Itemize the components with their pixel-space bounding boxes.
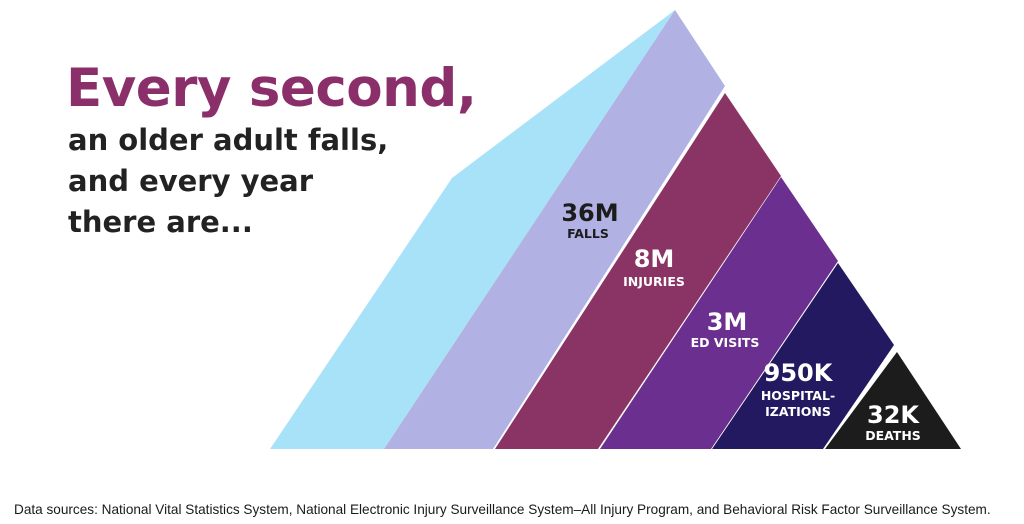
tier-deaths [825,352,961,449]
subtitle-line-2: and every year [68,164,314,198]
hospitalizations-label-line-1: HOSPITAL- [761,388,835,403]
falls-label: FALLS [567,226,609,241]
hospitalizations-label-line-2: IZATIONS [765,404,831,419]
hospitalizations-value: 950K [764,359,834,387]
falls-value: 36M [561,199,618,227]
tier-ed-visits [600,177,838,449]
headline-title: Every second, [66,58,477,119]
subtitle-line-1: an older adult falls, [68,123,389,157]
injuries-label: INJURIES [623,274,685,289]
deaths-value: 32K [867,401,920,429]
pyramid-back-layer [270,10,675,449]
tier-falls [384,10,725,449]
subtitle-line-3: there are... [68,205,253,239]
headline-subtitle: an older adult falls, and every year the… [68,120,388,243]
falls-pyramid: 36M FALLS 8M INJURIES 3M ED VISITS 950K … [270,10,961,449]
tier-hospitalizations [712,263,894,449]
deaths-label: DEATHS [865,428,921,443]
ed-visits-value: 3M [707,308,748,336]
data-sources-footnote: Data sources: National Vital Statistics … [14,502,991,517]
tier-injuries [495,93,781,449]
injuries-value: 8M [634,245,675,273]
ed-visits-label: ED VISITS [691,335,760,350]
